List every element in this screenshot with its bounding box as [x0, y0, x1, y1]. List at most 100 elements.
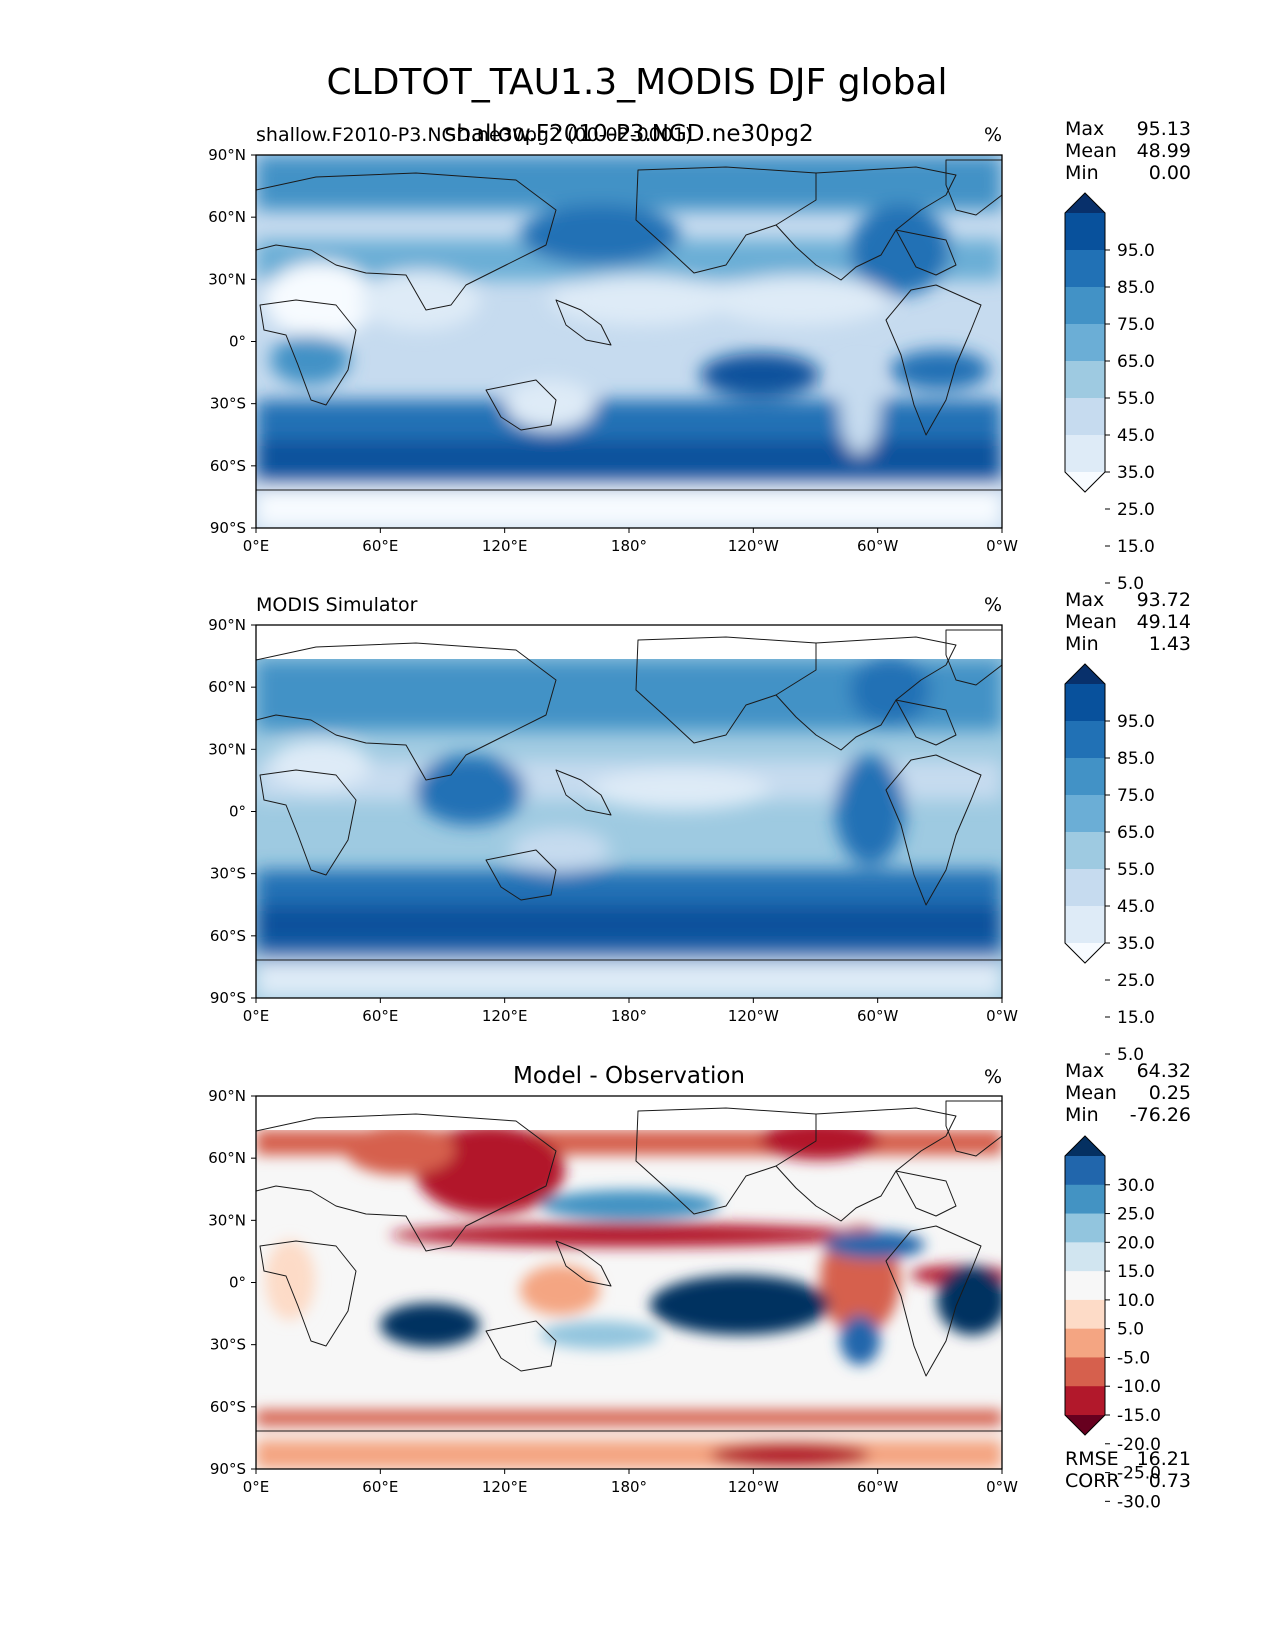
x-tick-label: 60°W — [857, 1478, 899, 1496]
colorbar-segment — [1065, 1213, 1105, 1243]
y-tick-label: 90°S — [210, 1460, 246, 1478]
unit-label: % — [984, 124, 1002, 146]
colorbar: 95.0 85.0 75.0 65.0 55.0 45.0 35.0 25.0 15.0 5.0 — [1064, 663, 1155, 1065]
x-tick-label: 180° — [611, 537, 647, 555]
y-tick-label: 90°S — [210, 519, 246, 537]
colorbar-segment — [1065, 213, 1105, 251]
colorbar-tick-label: 75.0 — [1117, 315, 1155, 335]
y-tick-label: 60°N — [208, 208, 246, 226]
colorbar-segment — [1065, 795, 1105, 833]
stat-min-value: 1.43 — [1149, 633, 1191, 655]
colorbar-tick-label: 55.0 — [1117, 860, 1155, 880]
stat-mean-label: Mean — [1065, 611, 1117, 633]
stat-min-label: Min — [1065, 162, 1099, 184]
colorbar-segment — [1065, 1242, 1105, 1272]
map-field-difference — [256, 1096, 1002, 1469]
unit-label: % — [984, 1066, 1002, 1088]
y-tick-label: 0° — [229, 803, 246, 821]
axis-ticks: 0°E 60°E 120°E 180° 120°W 60°W 0°W 90°N 60°N 30°N… — [208, 146, 1018, 555]
colorbar-tick-label: 15.0 — [1117, 1008, 1155, 1028]
y-tick-label: 90°N — [208, 1087, 246, 1105]
x-tick-label: 180° — [611, 1478, 647, 1496]
colorbar-tick-label: 65.0 — [1117, 823, 1155, 843]
colorbar-tick-label: 65.0 — [1117, 352, 1155, 372]
stats-block: Max 93.72 Mean 49.14 Min 1.43 — [1065, 589, 1191, 655]
x-tick-label: 0°W — [986, 1478, 1018, 1496]
colorbar-segment — [1065, 361, 1105, 399]
colorbar-tick-label: 5.0 — [1117, 574, 1144, 594]
y-tick-label: 90°N — [208, 146, 246, 164]
stats-block: Max 95.13 Mean 48.99 Min 0.00 — [1065, 118, 1191, 184]
stat-max-value: 64.32 — [1137, 1060, 1191, 1082]
colorbar-segment — [1065, 250, 1105, 288]
x-tick-label: 60°W — [857, 537, 899, 555]
colorbar: 95.0 85.0 75.0 65.0 55.0 45.0 35.0 25.0 15.0 5.0 — [1064, 192, 1155, 594]
y-tick-label: 60°S — [210, 1398, 246, 1416]
x-tick-label: 180° — [611, 1007, 647, 1025]
colorbar-segment — [1065, 1271, 1105, 1301]
y-tick-label: 30°S — [210, 1336, 246, 1354]
panel-center-title: Model - Observation — [513, 1063, 745, 1089]
metric-rmse-label: RMSE — [1065, 1448, 1119, 1470]
colorbar-segment — [1065, 721, 1105, 759]
colorbar-extend-bottom — [1065, 472, 1105, 492]
colorbar-segment — [1065, 1184, 1105, 1215]
colorbar-segment — [1065, 1328, 1105, 1358]
x-tick-label: 60°E — [362, 1007, 398, 1025]
panel-observation: MODIS Simulator % Max 93.72 Mean 49.14 M… — [208, 589, 1191, 1065]
x-tick-label: 120°W — [728, 1478, 779, 1496]
colorbar-segment — [1065, 1156, 1105, 1186]
x-tick-label: 0°E — [243, 537, 270, 555]
colorbar-segment — [1065, 1386, 1105, 1416]
colorbar-tick-label: -30.0 — [1117, 1492, 1161, 1512]
colorbar-tick-label: -10.0 — [1117, 1377, 1161, 1397]
stat-max-label: Max — [1065, 1060, 1104, 1082]
panel-center-title: shallow.F2010-P3.NGD.ne30pg2 — [444, 121, 813, 147]
colorbar-tick-label: 85.0 — [1117, 278, 1155, 298]
colorbar-extend-bottom — [1065, 943, 1105, 963]
metrics-block: RMSE 16.21 CORR 0.73 — [1065, 1448, 1191, 1492]
colorbar-tick-label: 55.0 — [1117, 389, 1155, 409]
colorbar-tick-label: -5.0 — [1117, 1348, 1150, 1368]
colorbar-tick-label: 20.0 — [1117, 1233, 1155, 1253]
y-tick-label: 30°N — [208, 1211, 246, 1229]
stat-max-value: 95.13 — [1137, 118, 1191, 140]
colorbar-tick-label: 15.0 — [1117, 537, 1155, 557]
y-tick-label: 30°S — [210, 865, 246, 883]
colorbar-segment — [1065, 287, 1105, 325]
colorbar-segment — [1065, 684, 1105, 722]
colorbar-tick-label: 15.0 — [1117, 1262, 1155, 1282]
x-tick-label: 120°E — [482, 1478, 528, 1496]
colorbar-tick-label: 30.0 — [1117, 1176, 1155, 1196]
x-tick-label: 120°E — [482, 1007, 528, 1025]
colorbar-tick-label: 25.0 — [1117, 971, 1155, 991]
y-tick-label: 0° — [229, 1274, 246, 1292]
colorbar-segment — [1065, 324, 1105, 362]
stat-max-label: Max — [1065, 589, 1104, 611]
y-tick-label: 0° — [229, 333, 246, 351]
x-tick-label: 60°W — [857, 1007, 899, 1025]
colorbar-tick-label: 95.0 — [1117, 241, 1155, 261]
colorbar-segment — [1065, 398, 1105, 436]
x-tick-label: 0°E — [243, 1007, 270, 1025]
x-tick-label: 120°W — [728, 537, 779, 555]
x-tick-label: 60°E — [362, 1478, 398, 1496]
map-field-observation — [256, 625, 1002, 998]
y-tick-label: 30°N — [208, 740, 246, 758]
colorbar-tick-label: 25.0 — [1117, 1205, 1155, 1225]
stat-mean-value: 0.25 — [1149, 1082, 1191, 1104]
stats-block: Max 64.32 Mean 0.25 Min -76.26 — [1065, 1060, 1191, 1126]
y-tick-label: 60°N — [208, 1149, 246, 1167]
colorbar-tick-label: 5.0 — [1117, 1320, 1144, 1340]
colorbar-segment — [1065, 758, 1105, 796]
stat-min-label: Min — [1065, 633, 1099, 655]
colorbar-segment — [1065, 906, 1105, 944]
map-field-model — [256, 155, 1002, 528]
metric-rmse-value: 16.21 — [1137, 1448, 1191, 1470]
colorbar-tick-label: 25.0 — [1117, 500, 1155, 520]
stat-mean-value: 48.99 — [1137, 140, 1191, 162]
y-tick-label: 60°N — [208, 678, 246, 696]
colorbar-extend-top — [1065, 664, 1105, 684]
stat-mean-value: 49.14 — [1137, 611, 1191, 633]
x-tick-label: 60°E — [362, 537, 398, 555]
